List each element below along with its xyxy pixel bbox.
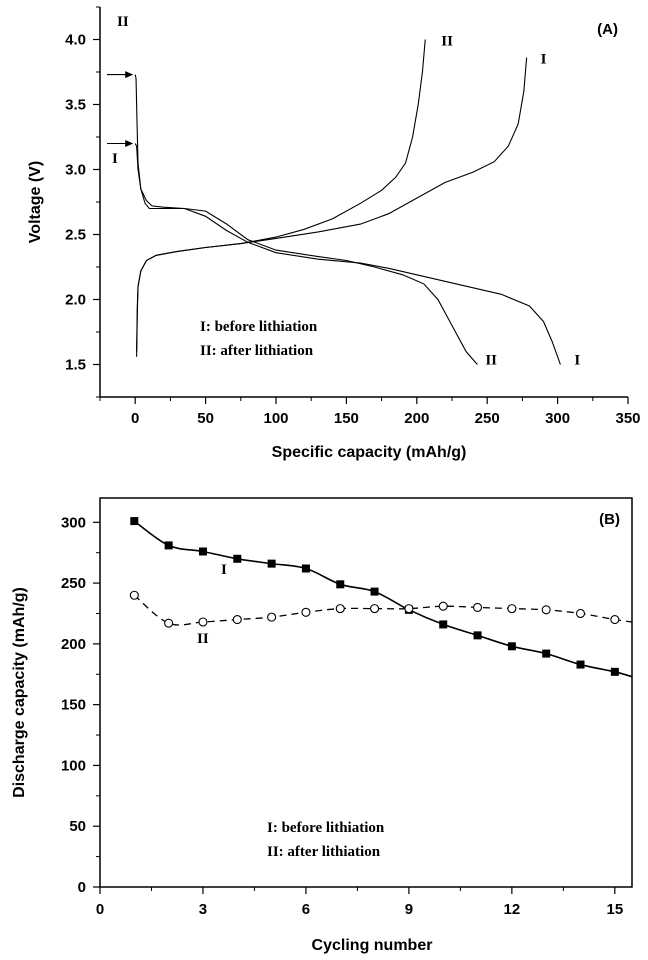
panel-b-y-tick-label: 150 [61,697,86,714]
panel-b-point-ii [541,605,551,615]
panel-a-legend-line: II: after lithiation [200,343,314,359]
panel-a-y-axis-title: Voltage (V) [27,161,44,243]
panel-b-series-label-ii: II [197,631,209,647]
panel-a-x-tick-label: 300 [545,410,570,427]
panel-b-point-i [130,517,139,526]
panel-a-end-label-i-discharge: I [574,353,580,369]
panel-b-point-i [336,580,345,589]
panel-b-point-ii [267,612,277,622]
panel-b-point-ii [472,602,483,612]
panel-b-point-ii [335,604,345,614]
panel-a-arrow-head-i [125,140,134,147]
panel-a-chart: 0 50 100 150 200 250 300 350 1.5 2.0 2.5 3.0 3.5 4.0 S… [27,6,641,461]
panel-b-y-tick-label: 300 [61,514,86,531]
panel-b-point-i [198,547,207,556]
panel-b-x-tick-label: 3 [199,901,207,918]
panel-b-point-ii [610,615,620,625]
panel-a-y-tick-label: 3.0 [65,162,86,179]
panel-a-curve-i-discharge [134,143,561,365]
panel-a-label: (A) [597,21,618,38]
panel-a-legend-line: I: before lithiation [200,319,318,335]
panel-a-x-axis-title: Specific capacity (mAh/g) [272,444,467,461]
panel-a-y-tick-label: 2.0 [65,292,86,309]
panel-b-y-tick-label: 0 [78,879,86,896]
panel-a-arrow-label-ii: II [117,14,129,30]
panel-b-point-ii [438,601,448,611]
panel-a-end-label-ii-discharge: II [485,353,497,369]
panel-b-x-axis-title: Cycling number [312,937,433,954]
panel-b-x-tick-label: 15 [606,901,623,918]
panel-b-point-i [233,554,242,563]
panel-b-y-tick-label: 50 [69,818,86,835]
panel-b-point-i [610,667,619,676]
panel-b-point-ii [404,604,414,614]
panel-b-series-i-line [133,520,633,678]
panel-b-legend-line: I: before lithiation [267,820,385,836]
panel-a-arrow-label-i: I [112,151,118,167]
panel-a-x-tick-label: 100 [263,410,288,427]
panel-b-point-ii [198,617,208,627]
panel-b-x-tick-label: 6 [302,901,310,918]
panel-b-label: (B) [599,511,620,528]
panel-b-y-tick-label: 250 [61,575,86,592]
panel-b-point-ii [301,607,311,617]
panel-a-y-tick-label: 1.5 [65,357,86,374]
panel-a-y-tick-label: 4.0 [65,32,86,49]
panel-a-curve-i-charge [136,57,528,357]
panel-b-point-ii [370,604,380,614]
panel-a-x-tick-label: 250 [475,410,500,427]
panel-a-end-label-ii-charge: II [441,34,453,50]
panel-b-point-i [576,660,585,669]
panel-b-legend-line: II: after lithiation [267,844,381,860]
panel-b-y-tick-label: 200 [61,636,86,653]
panel-b-series-label-i: I [221,562,227,578]
panel-b-plot-frame [99,497,633,888]
panel-b-point-ii [507,604,517,614]
panel-b-y-tick-label: 100 [61,757,86,774]
panel-b-point-i [267,559,276,568]
panel-a-y-tick-label: 2.5 [65,227,86,244]
panel-a-x-tick-label: 0 [131,410,139,427]
panel-a-curve-ii-discharge [134,74,478,365]
panel-b-point-i [370,587,379,596]
panel-b-point-ii [575,608,586,619]
panel-b-point-i [301,564,310,573]
panel-b-point-i [542,649,551,658]
panel-b-x-tick-label: 12 [504,901,521,918]
panel-a-x-tick-label: 350 [615,410,640,427]
panel-b-point-i [439,620,448,629]
panel-b-series-ii-line [133,594,633,626]
panel-a-x-tick-label: 200 [404,410,429,427]
panel-b-point-ii [232,615,242,625]
panel-b-point-ii [129,590,139,600]
panel-a-end-label-i-charge: I [541,52,547,68]
panel-b-point-i [507,642,516,651]
panel-a-y-tick-label: 3.5 [65,97,86,114]
panel-a-arrow-head-ii [125,71,134,79]
panel-a-x-tick-label: 150 [334,410,359,427]
panel-b-x-tick-label: 9 [405,901,413,918]
panel-b-x-tick-label: 0 [96,901,104,918]
panel-b-point-i [164,541,173,550]
panel-b-point-i [473,631,482,640]
panel-b-point-ii [164,618,174,628]
panel-b-y-axis-title: Discharge capacity (mAh/g) [11,587,28,798]
panel-a-x-tick-label: 50 [197,410,214,427]
panel-a-curve-ii-charge [136,39,426,352]
